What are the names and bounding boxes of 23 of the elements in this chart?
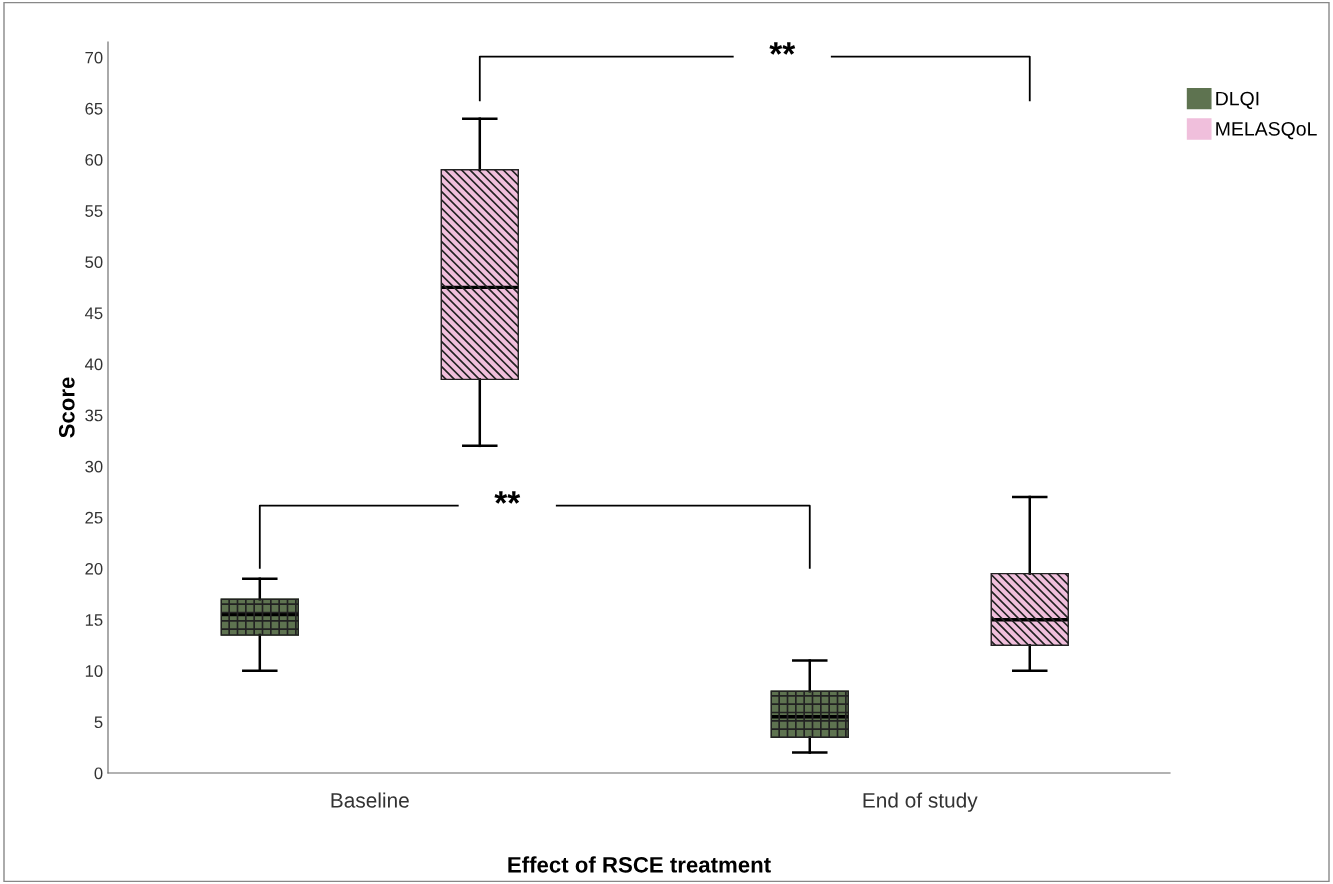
y-tick-label: 70 <box>85 51 103 64</box>
x-tick-label: Baseline <box>331 792 409 808</box>
y-tick-label: 15 <box>85 614 103 626</box>
y-tick-label: 30 <box>85 460 103 473</box>
y-tick-label: 0 <box>94 767 103 780</box>
y-tick-label: 60 <box>85 153 103 166</box>
x-axis-title: Effect of RSCE treatment <box>508 856 771 873</box>
y-axis-title: Score <box>58 377 75 438</box>
x-tick-label: End of study <box>863 792 978 812</box>
y-tick-label: 10 <box>85 665 103 677</box>
legend-label: DLQI <box>1216 91 1259 109</box>
y-tick-label: 20 <box>85 562 103 575</box>
y-tick-label: 5 <box>94 716 103 729</box>
annotation: ** <box>769 42 796 55</box>
y-tick-label: 65 <box>85 102 103 115</box>
y-tick-label: 40 <box>84 358 103 371</box>
y-tick-label: 25 <box>85 511 103 524</box>
legend-label: MELASQoL <box>1216 121 1317 140</box>
y-tick-label: 55 <box>85 205 103 217</box>
annotation: ** <box>494 491 521 504</box>
y-tick-label: 50 <box>85 256 103 269</box>
y-tick-label: 35 <box>85 409 103 422</box>
y-tick-label: 45 <box>84 307 103 320</box>
